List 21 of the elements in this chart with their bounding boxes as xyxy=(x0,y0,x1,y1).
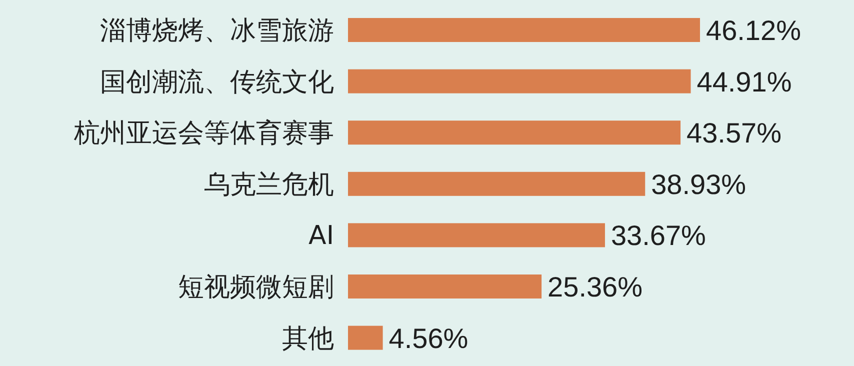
data-label: 43.57% xyxy=(686,118,782,149)
y-tick-label: 其他 xyxy=(282,324,334,354)
data-label: 33.67% xyxy=(610,220,706,252)
data-label: 38.93% xyxy=(651,168,746,200)
bar xyxy=(348,274,542,298)
bar xyxy=(348,172,646,196)
bar xyxy=(348,120,681,145)
bar xyxy=(348,223,605,248)
y-tick-label: 杭州亚运会等体育赛事 xyxy=(73,118,334,149)
bar xyxy=(348,69,691,94)
bar xyxy=(348,326,383,350)
y-tick-label: 淄博烧烤、冰雪旅游 xyxy=(100,16,334,46)
data-label: 25.36% xyxy=(548,272,643,302)
data-label: 4.56% xyxy=(388,322,468,354)
y-tick-label: 短视频微短剧 xyxy=(178,272,334,302)
y-tick-label: AI xyxy=(308,221,334,252)
y-tick-label: 国创潮流、传统文化 xyxy=(100,67,334,98)
bar xyxy=(348,18,700,42)
y-tick-label: 乌克兰危机 xyxy=(204,170,334,200)
data-label: 46.12% xyxy=(706,15,801,46)
data-label: 44.91% xyxy=(696,66,792,98)
